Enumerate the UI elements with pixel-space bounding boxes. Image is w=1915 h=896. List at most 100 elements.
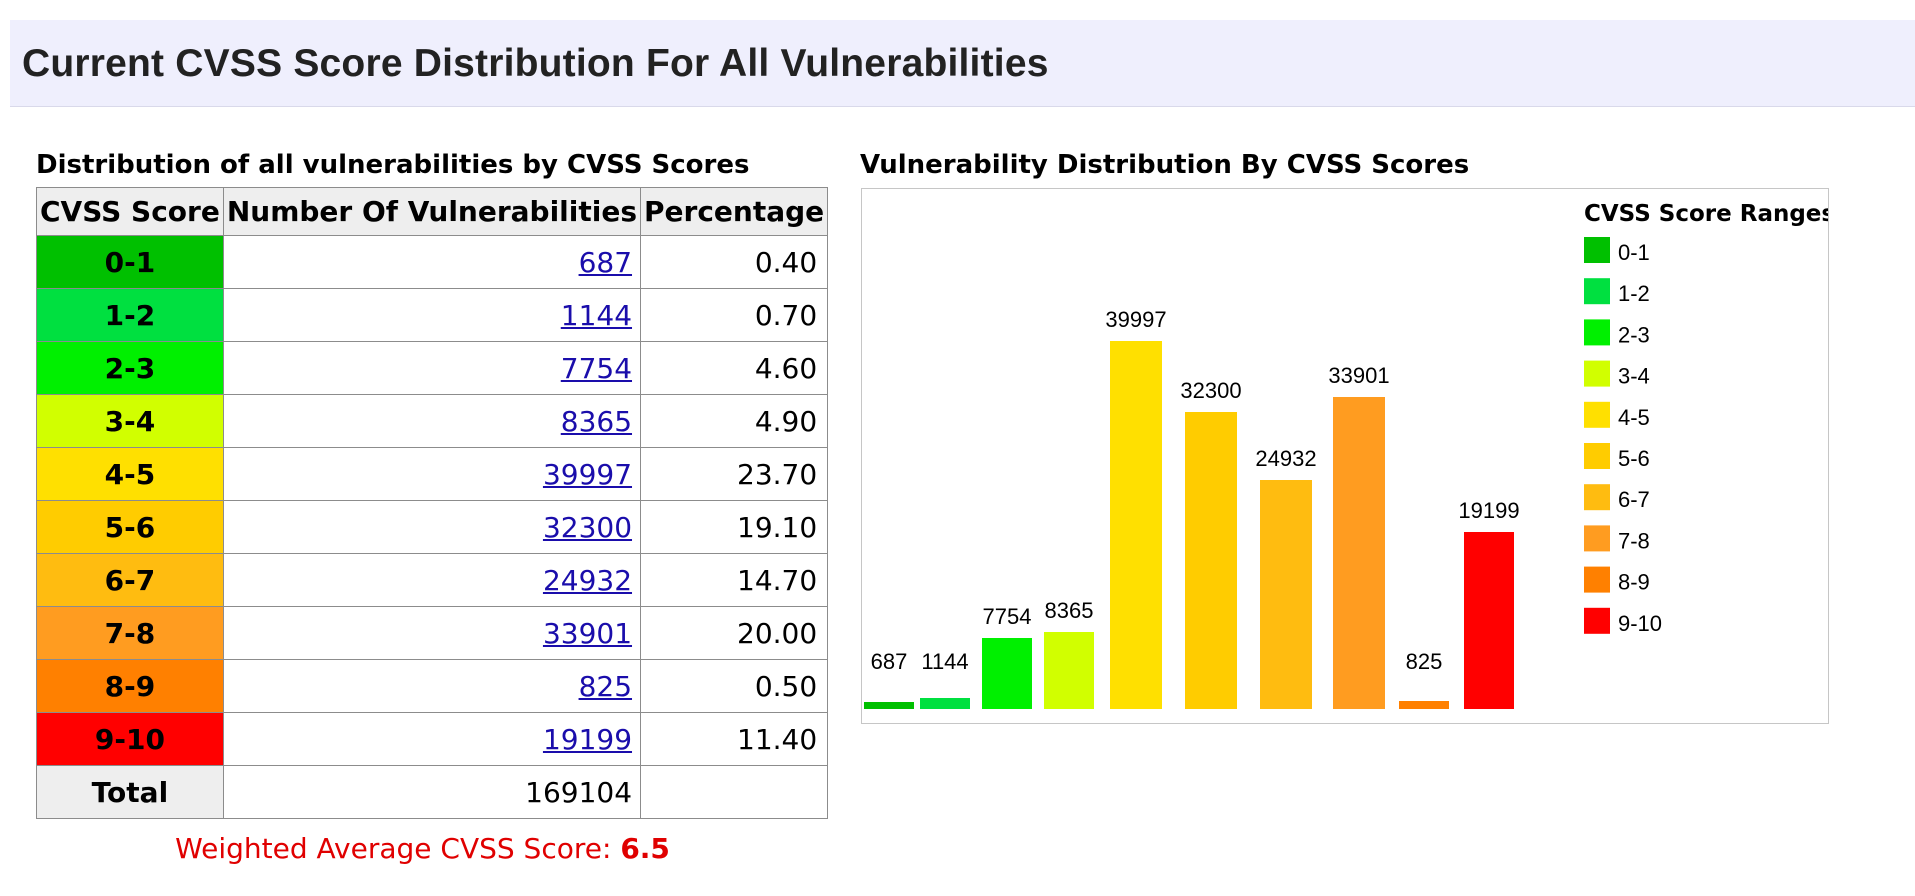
legend-label: 5-6 — [1618, 446, 1650, 471]
legend-swatch — [1584, 443, 1610, 469]
legend-swatch — [1584, 484, 1610, 511]
vulnerability-count-link[interactable]: 7754 — [560, 351, 633, 385]
table-row: 1-2 1144 0.70 — [36, 288, 829, 342]
vulnerability-count-link[interactable]: 687 — [578, 245, 633, 279]
legend-label: 1-2 — [1618, 281, 1650, 306]
row-percentage: 23.70 — [640, 447, 829, 501]
row-count-cell: 8365 — [222, 394, 642, 448]
bar-2-3 — [982, 638, 1032, 709]
row-score-range: 0-1 — [36, 235, 224, 289]
legend-label: 6-7 — [1618, 487, 1650, 512]
table-row: 9-10 19199 11.40 — [36, 712, 829, 766]
total-value: 169104 — [222, 765, 642, 819]
legend-swatch — [1584, 607, 1610, 634]
bar-9-10 — [1464, 532, 1514, 709]
bar-value-label: 33901 — [1328, 363, 1389, 388]
row-score-range: 2-3 — [36, 341, 224, 395]
bar-value-label: 7754 — [983, 604, 1032, 629]
row-count-cell: 33901 — [222, 606, 642, 660]
bar-6-7 — [1260, 480, 1312, 709]
legend-swatch — [1584, 237, 1610, 263]
table-row: 7-8 33901 20.00 — [36, 606, 829, 660]
row-score-range: 5-6 — [36, 500, 224, 554]
row-count-cell: 687 — [222, 235, 642, 289]
bar-3-4 — [1044, 632, 1094, 709]
row-percentage: 20.00 — [640, 606, 829, 660]
table-row: 0-1 687 0.40 — [36, 235, 829, 289]
row-percentage: 0.50 — [640, 659, 829, 713]
vulnerability-count-link[interactable]: 19199 — [542, 722, 633, 756]
bar-value-label: 19199 — [1458, 498, 1519, 523]
bar-value-label: 24932 — [1255, 446, 1316, 471]
header-percentage: Percentage — [640, 187, 829, 236]
chart-title: Vulnerability Distribution By CVSS Score… — [860, 150, 1470, 180]
bar-value-label: 8365 — [1045, 598, 1094, 623]
row-percentage: 4.90 — [640, 394, 829, 448]
page-title: Current CVSS Score Distribution For All … — [22, 42, 1049, 85]
bar-0-1 — [864, 702, 914, 709]
row-percentage: 0.70 — [640, 288, 829, 342]
bar-chart: 687 1144 7754 8365 39997 32300 24932 33901 825 19… — [861, 188, 1829, 724]
row-percentage: 11.40 — [640, 712, 829, 766]
legend-title: CVSS Score Ranges — [1584, 201, 1828, 227]
weighted-average-value: 6.5 — [620, 832, 670, 865]
bar-value-label: 687 — [871, 649, 908, 674]
table-row: 8-9 825 0.50 — [36, 659, 829, 713]
legend-swatch — [1584, 360, 1610, 387]
vulnerability-count-link[interactable]: 39997 — [542, 457, 633, 491]
weighted-average: Weighted Average CVSS Score: 6.5 — [36, 832, 809, 865]
total-row: Total 169104 — [36, 765, 829, 819]
row-count-cell: 1144 — [222, 288, 642, 342]
vulnerability-count-link[interactable]: 32300 — [542, 510, 633, 544]
header-cvss-score: CVSS Score — [36, 187, 224, 236]
row-score-range: 4-5 — [36, 447, 224, 501]
legend-swatch — [1584, 525, 1610, 552]
bar-value-label: 32300 — [1180, 378, 1241, 403]
row-percentage: 14.70 — [640, 553, 829, 607]
bar-value-label: 1144 — [921, 649, 968, 674]
table-header-row: CVSS Score Number Of Vulnerabilities Per… — [36, 187, 829, 236]
row-count-cell: 24932 — [222, 553, 642, 607]
table-body: 0-1 687 0.40 1-2 1144 0.70 2-3 7754 4.60 3-4 8365 4… — [36, 235, 829, 819]
table-row: 4-5 39997 23.70 — [36, 447, 829, 501]
legend-swatch — [1584, 278, 1610, 305]
legend-swatch — [1584, 319, 1610, 346]
bar-chart-svg: 687 1144 7754 8365 39997 32300 24932 33901 825 19… — [864, 201, 1828, 709]
bar-8-9 — [1399, 701, 1449, 709]
table-title: Distribution of all vulnerabilities by C… — [36, 150, 750, 180]
distribution-table: CVSS Score Number Of Vulnerabilities Per… — [36, 187, 829, 819]
vulnerability-count-link[interactable]: 1144 — [560, 298, 633, 332]
row-score-range: 8-9 — [36, 659, 224, 713]
total-percentage — [640, 765, 829, 819]
legend-swatch — [1584, 401, 1610, 428]
row-score-range: 7-8 — [36, 606, 224, 660]
vulnerability-count-link[interactable]: 825 — [578, 669, 633, 703]
legend-label: 4-5 — [1618, 405, 1650, 430]
row-percentage: 4.60 — [640, 341, 829, 395]
vulnerability-count-link[interactable]: 33901 — [542, 616, 633, 650]
weighted-average-label: Weighted Average CVSS Score: — [175, 832, 612, 865]
legend-label: 3-4 — [1618, 364, 1650, 389]
bar-5-6 — [1185, 412, 1237, 709]
bar-7-8 — [1333, 397, 1385, 709]
vulnerability-count-link[interactable]: 8365 — [560, 404, 633, 438]
bar-value-label: 39997 — [1105, 307, 1166, 332]
legend-label: 8-9 — [1618, 570, 1650, 595]
legend-label: 7-8 — [1618, 528, 1650, 553]
legend-label: 0-1 — [1618, 240, 1650, 265]
vulnerability-count-link[interactable]: 24932 — [542, 563, 633, 597]
row-score-range: 9-10 — [36, 712, 224, 766]
row-count-cell: 7754 — [222, 341, 642, 395]
table-row: 2-3 7754 4.60 — [36, 341, 829, 395]
page-header: Current CVSS Score Distribution For All … — [10, 20, 1915, 107]
legend-swatch — [1584, 566, 1610, 593]
row-percentage: 19.10 — [640, 500, 829, 554]
total-label: Total — [36, 765, 224, 819]
row-count-cell: 39997 — [222, 447, 642, 501]
bar-4-5 — [1110, 341, 1162, 709]
row-score-range: 6-7 — [36, 553, 224, 607]
table-row: 3-4 8365 4.90 — [36, 394, 829, 448]
row-count-cell: 32300 — [222, 500, 642, 554]
bar-value-label: 825 — [1406, 649, 1443, 674]
row-count-cell: 19199 — [222, 712, 642, 766]
